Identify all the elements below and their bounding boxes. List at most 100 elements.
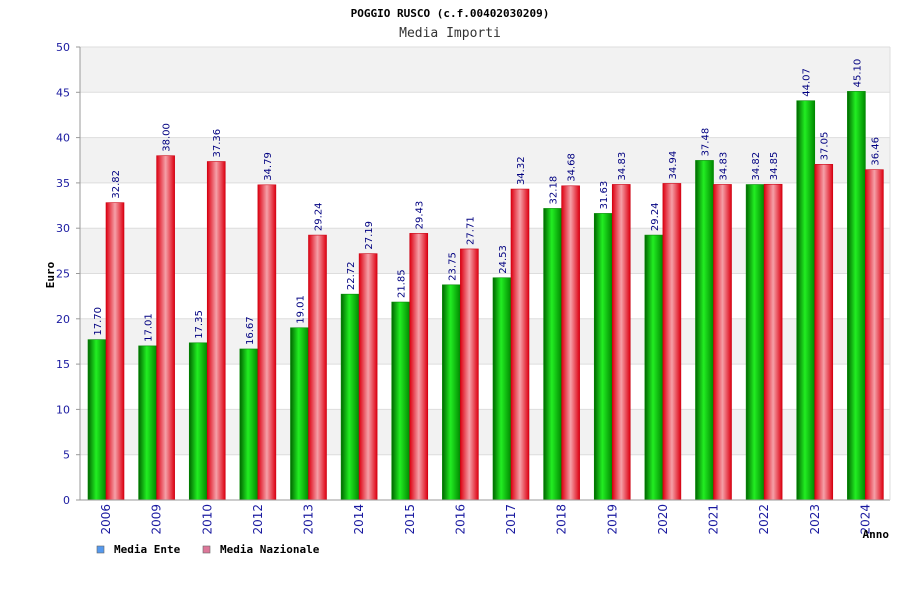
legend-swatch-1 [202, 545, 211, 554]
y-tick-label: 50 [56, 41, 70, 54]
value-label: 23.75 [447, 252, 458, 281]
axes [76, 46, 891, 501]
bars [87, 91, 884, 501]
value-label: 37.48 [701, 128, 712, 157]
bar-media-nazionale-2021 [713, 184, 732, 501]
value-label: 34.94 [668, 151, 679, 180]
y-tick-label: 0 [63, 494, 70, 507]
bar-media-ente-2012 [239, 348, 259, 501]
bar-media-nazionale-2010 [206, 161, 226, 501]
bar-media-nazionale-2018 [561, 185, 580, 501]
x-tick-label: 2014 [352, 504, 366, 535]
bar-media-nazionale-2023 [814, 164, 834, 501]
value-label: 16.67 [245, 316, 256, 345]
x-axis-label: Anno [863, 528, 890, 541]
bar-media-nazionale-2020 [662, 183, 682, 501]
bar-media-nazionale-2009 [156, 155, 175, 501]
bar-media-nazionale-2012 [257, 184, 277, 501]
value-label: 29.24 [650, 202, 661, 231]
bar-media-nazionale-2022 [763, 183, 783, 501]
bar-media-ente-2022 [745, 184, 765, 501]
x-tick-label: 2009 [150, 504, 164, 535]
value-label: 34.79 [263, 152, 274, 181]
x-tick-label: 2020 [656, 504, 670, 535]
x-tick-label: 2006 [99, 504, 113, 535]
value-label: 34.85 [769, 152, 780, 181]
value-label: 44.07 [802, 68, 813, 97]
legend: Media Ente Media Nazionale [96, 543, 320, 556]
value-label: 32.82 [111, 170, 122, 199]
bar-media-nazionale-2006 [105, 202, 125, 501]
value-label: 17.01 [144, 313, 155, 342]
legend-swatch-0 [96, 545, 105, 554]
value-label: 19.01 [296, 295, 307, 324]
value-label: 17.35 [194, 310, 205, 339]
bar-media-ente-2018 [543, 208, 562, 501]
legend-label-1: Media Nazionale [220, 543, 320, 556]
bar-media-ente-2020 [644, 234, 664, 501]
value-label: 37.36 [212, 129, 223, 158]
bar-media-ente-2024 [847, 91, 866, 501]
value-label: 31.63 [599, 181, 610, 210]
value-label: 36.46 [870, 137, 881, 166]
bar-media-nazionale-2017 [510, 188, 530, 501]
chart-subtitle: Media Importi [399, 26, 501, 41]
value-label: 34.32 [516, 156, 527, 185]
value-label: 29.43 [415, 201, 426, 230]
value-label: 45.10 [852, 59, 863, 88]
y-tick-label: 10 [56, 403, 70, 416]
value-label: 34.83 [617, 152, 628, 181]
value-label: 32.18 [549, 176, 560, 205]
y-tick-label: 30 [56, 222, 70, 235]
bar-media-nazionale-2024 [865, 169, 884, 501]
bar-media-ente-2023 [796, 100, 816, 501]
value-label: 34.68 [567, 153, 578, 182]
y-tick-label: 35 [56, 177, 70, 190]
bar-media-ente-2010 [188, 342, 208, 501]
bar-media-nazionale-2013 [308, 234, 327, 501]
y-tick-label: 25 [56, 268, 70, 281]
bar-media-ente-2019 [593, 213, 613, 501]
legend-label-0: Media Ente [114, 543, 181, 556]
x-tick-label: 2013 [302, 504, 316, 535]
y-tick-labels: 0 5 10 15 20 25 30 35 40 45 50 [56, 41, 70, 507]
x-tick-labels: 2006 2009 2010 2012 2013 2014 2015 2016 2017 2018… [99, 504, 872, 535]
chart-title: POGGIO RUSCO (c.f.00402030209) [351, 7, 550, 20]
value-label: 17.70 [93, 307, 104, 336]
x-tick-label: 2018 [555, 504, 569, 535]
value-label: 34.83 [719, 152, 730, 181]
bar-media-ente-2009 [138, 345, 157, 501]
x-tick-label: 2023 [808, 504, 822, 535]
y-tick-label: 45 [56, 86, 70, 99]
bar-media-nazionale-2015 [409, 233, 429, 501]
y-axis-label: Euro [44, 261, 57, 288]
x-tick-label: 2017 [504, 504, 518, 535]
y-tick-label: 20 [56, 313, 70, 326]
value-label: 37.05 [820, 132, 831, 161]
x-tick-label: 2024 [858, 504, 872, 535]
x-tick-label: 2021 [707, 504, 721, 535]
bar-media-ente-2006 [87, 339, 107, 501]
y-tick-label: 15 [56, 358, 70, 371]
plot-band [80, 47, 890, 93]
x-tick-label: 2019 [605, 504, 619, 535]
bar-media-ente-2021 [695, 160, 714, 501]
x-tick-label: 2022 [757, 504, 771, 535]
value-label: 24.53 [498, 245, 509, 274]
value-labels: 17.70 32.82 17.01 38.00 17.35 37.36 16.67 34.79… [93, 59, 881, 345]
value-label: 21.85 [397, 269, 408, 298]
value-label: 22.72 [346, 262, 357, 291]
bar-media-ente-2016 [442, 284, 461, 501]
value-label: 34.82 [751, 152, 762, 181]
bar-media-ente-2015 [391, 301, 411, 501]
bar-media-nazionale-2014 [358, 253, 378, 501]
bar-media-ente-2013 [290, 327, 309, 501]
x-tick-label: 2012 [251, 504, 265, 535]
bar-media-ente-2017 [492, 277, 512, 501]
x-tick-label: 2010 [200, 504, 214, 535]
bar-media-nazionale-2019 [611, 184, 631, 501]
plot-band [80, 92, 890, 138]
value-label: 27.71 [465, 216, 476, 245]
x-tick-label: 2015 [403, 504, 417, 535]
